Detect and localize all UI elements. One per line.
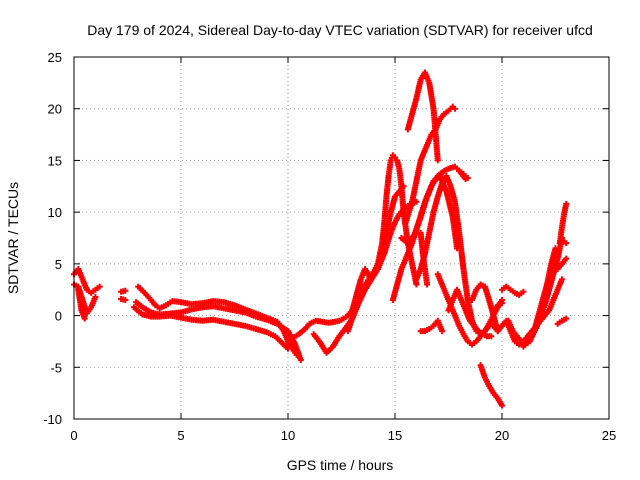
y-tick-label: -10 bbox=[43, 412, 62, 427]
data-point bbox=[96, 283, 103, 290]
series-arc-ac bbox=[558, 237, 570, 247]
y-tick-label: 20 bbox=[48, 102, 62, 117]
data-point bbox=[451, 105, 458, 112]
data-point bbox=[81, 315, 88, 322]
series-arc-z bbox=[477, 362, 505, 409]
series-arc-h bbox=[130, 304, 291, 352]
series-arc-c bbox=[75, 286, 88, 322]
series-arc-j bbox=[310, 183, 407, 356]
series-arc-ab bbox=[556, 200, 570, 247]
series-arc-r bbox=[417, 317, 446, 335]
x-tick-label: 0 bbox=[70, 428, 77, 443]
data-points bbox=[71, 69, 570, 409]
data-point bbox=[439, 328, 446, 335]
data-point bbox=[520, 288, 527, 295]
data-point bbox=[92, 293, 99, 300]
y-tick-label: 10 bbox=[48, 205, 62, 220]
series-arc-w bbox=[499, 283, 527, 298]
data-point bbox=[558, 276, 565, 283]
x-tick-labels: 0 5 10 15 20 25 bbox=[70, 428, 616, 443]
series-arc-ad bbox=[554, 315, 570, 327]
series-arc-l bbox=[349, 152, 420, 314]
y-tick-label: 25 bbox=[48, 50, 62, 65]
plot-frame bbox=[73, 56, 610, 420]
data-point bbox=[122, 297, 129, 304]
grid-lines bbox=[73, 56, 610, 420]
series-arc-y bbox=[520, 235, 565, 350]
series-arc-e bbox=[118, 296, 129, 304]
y-tick-label: 0 bbox=[55, 309, 62, 324]
y-tick-labels: -10 -5 0 5 10 15 20 25 bbox=[43, 50, 62, 427]
x-tick-label: 5 bbox=[177, 428, 184, 443]
data-point bbox=[488, 333, 495, 340]
series-arc-t bbox=[445, 286, 495, 340]
data-point bbox=[499, 402, 505, 409]
y-tick-label: 5 bbox=[55, 257, 62, 272]
data-point bbox=[563, 240, 570, 247]
data-point bbox=[297, 357, 304, 364]
x-tick-label: 20 bbox=[495, 428, 509, 443]
series-arc-p bbox=[404, 69, 441, 164]
x-axis-label: GPS time / hours bbox=[287, 457, 394, 473]
chart-title: Day 179 of 2024, Sidereal Day-to-day VTE… bbox=[87, 22, 593, 38]
data-point bbox=[122, 287, 129, 294]
series-arc-d bbox=[118, 287, 129, 295]
y-axis-label: SDTVAR / TECUs bbox=[5, 182, 21, 294]
x-tick-label: 10 bbox=[281, 428, 295, 443]
data-point bbox=[413, 281, 420, 288]
y-tick-label: 15 bbox=[48, 153, 62, 168]
data-point bbox=[563, 255, 570, 262]
y-tick-label: -5 bbox=[50, 360, 62, 375]
series-arc-af bbox=[417, 229, 431, 288]
data-point bbox=[499, 300, 505, 307]
data-point bbox=[464, 175, 471, 182]
data-point bbox=[424, 281, 431, 288]
data-point bbox=[392, 154, 398, 161]
data-point bbox=[434, 157, 441, 164]
x-tick-label: 25 bbox=[602, 428, 616, 443]
data-point bbox=[563, 200, 570, 207]
series-arc-ae bbox=[456, 167, 471, 182]
data-point bbox=[563, 315, 570, 322]
series-arc-a bbox=[71, 266, 103, 296]
x-tick-label: 15 bbox=[388, 428, 402, 443]
series-arc-aa bbox=[554, 255, 570, 273]
